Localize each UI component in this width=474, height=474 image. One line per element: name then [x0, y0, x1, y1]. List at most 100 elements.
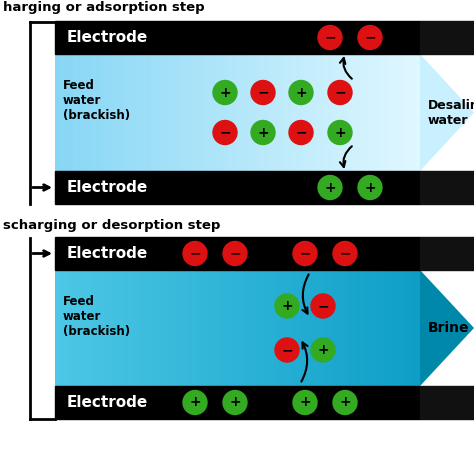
Text: −: − — [299, 246, 311, 261]
Bar — [100, 54, 105, 171]
Bar — [55, 270, 60, 386]
Text: −: − — [364, 30, 376, 45]
Bar — [333, 54, 338, 171]
Bar — [361, 54, 365, 171]
Text: Electrode: Electrode — [67, 30, 148, 45]
Bar — [415, 54, 420, 171]
Bar — [374, 54, 379, 171]
Circle shape — [293, 241, 317, 265]
Bar — [69, 54, 73, 171]
Bar — [338, 270, 342, 386]
Bar — [283, 54, 288, 171]
Bar — [274, 54, 279, 171]
Bar — [82, 54, 87, 171]
Bar — [201, 54, 206, 171]
Text: +: + — [189, 395, 201, 410]
Bar — [187, 270, 192, 386]
Text: Electrode: Electrode — [67, 180, 148, 195]
Bar — [55, 21, 420, 54]
Bar — [155, 270, 160, 386]
Bar — [64, 54, 69, 171]
Bar — [338, 54, 342, 171]
Bar — [347, 54, 352, 171]
Bar — [397, 54, 402, 171]
Bar — [397, 270, 402, 386]
Bar — [73, 270, 78, 386]
Bar — [406, 54, 411, 171]
Bar — [119, 54, 123, 171]
Bar — [55, 54, 60, 171]
Bar — [306, 270, 310, 386]
Circle shape — [328, 81, 352, 104]
Text: Brine: Brine — [428, 321, 470, 335]
Text: −: − — [281, 343, 293, 357]
Bar — [301, 270, 306, 386]
Circle shape — [223, 391, 247, 414]
Bar — [123, 54, 128, 171]
Text: harging or adsorption step: harging or adsorption step — [3, 1, 205, 14]
Bar — [233, 270, 237, 386]
Text: scharging or desorption step: scharging or desorption step — [3, 219, 220, 232]
Bar — [178, 54, 183, 171]
Bar — [219, 270, 224, 386]
Bar — [329, 270, 333, 386]
Bar — [183, 54, 187, 171]
Text: Feed
water
(brackish): Feed water (brackish) — [63, 79, 130, 122]
Bar — [361, 270, 365, 386]
Bar — [164, 270, 169, 386]
Bar — [370, 270, 374, 386]
Text: −: − — [317, 299, 329, 313]
Bar — [352, 270, 356, 386]
Bar — [288, 54, 292, 171]
Bar — [224, 54, 228, 171]
Circle shape — [311, 338, 335, 362]
Bar — [420, 171, 474, 204]
Bar — [219, 54, 224, 171]
Bar — [87, 270, 91, 386]
Bar — [383, 54, 388, 171]
Bar — [78, 270, 82, 386]
Bar — [379, 270, 383, 386]
Bar — [151, 54, 155, 171]
Bar — [242, 270, 246, 386]
Bar — [133, 270, 137, 386]
Bar — [173, 270, 178, 386]
Bar — [356, 54, 361, 171]
Bar — [402, 54, 406, 171]
Bar — [224, 270, 228, 386]
Bar — [406, 270, 411, 386]
Circle shape — [223, 241, 247, 265]
Circle shape — [333, 391, 357, 414]
Circle shape — [293, 391, 317, 414]
Bar — [210, 54, 215, 171]
Text: +: + — [219, 85, 231, 100]
Bar — [206, 270, 210, 386]
Bar — [201, 270, 206, 386]
Bar — [151, 270, 155, 386]
Circle shape — [318, 175, 342, 200]
Bar — [365, 54, 370, 171]
Bar — [91, 54, 96, 171]
Circle shape — [275, 338, 299, 362]
Bar — [388, 54, 392, 171]
Bar — [196, 270, 201, 386]
Bar — [215, 54, 219, 171]
Bar — [392, 54, 397, 171]
Bar — [73, 54, 78, 171]
Bar — [146, 270, 151, 386]
Text: −: − — [229, 246, 241, 261]
Circle shape — [311, 294, 335, 318]
Bar — [392, 270, 397, 386]
Bar — [279, 270, 283, 386]
Bar — [228, 54, 233, 171]
Bar — [260, 54, 265, 171]
Bar — [279, 54, 283, 171]
Bar — [64, 270, 69, 386]
Text: +: + — [299, 395, 311, 410]
Bar — [388, 270, 392, 386]
Bar — [415, 270, 420, 386]
Text: Electrode: Electrode — [67, 246, 148, 261]
Text: −: − — [295, 126, 307, 139]
Circle shape — [213, 81, 237, 104]
Bar — [265, 270, 269, 386]
